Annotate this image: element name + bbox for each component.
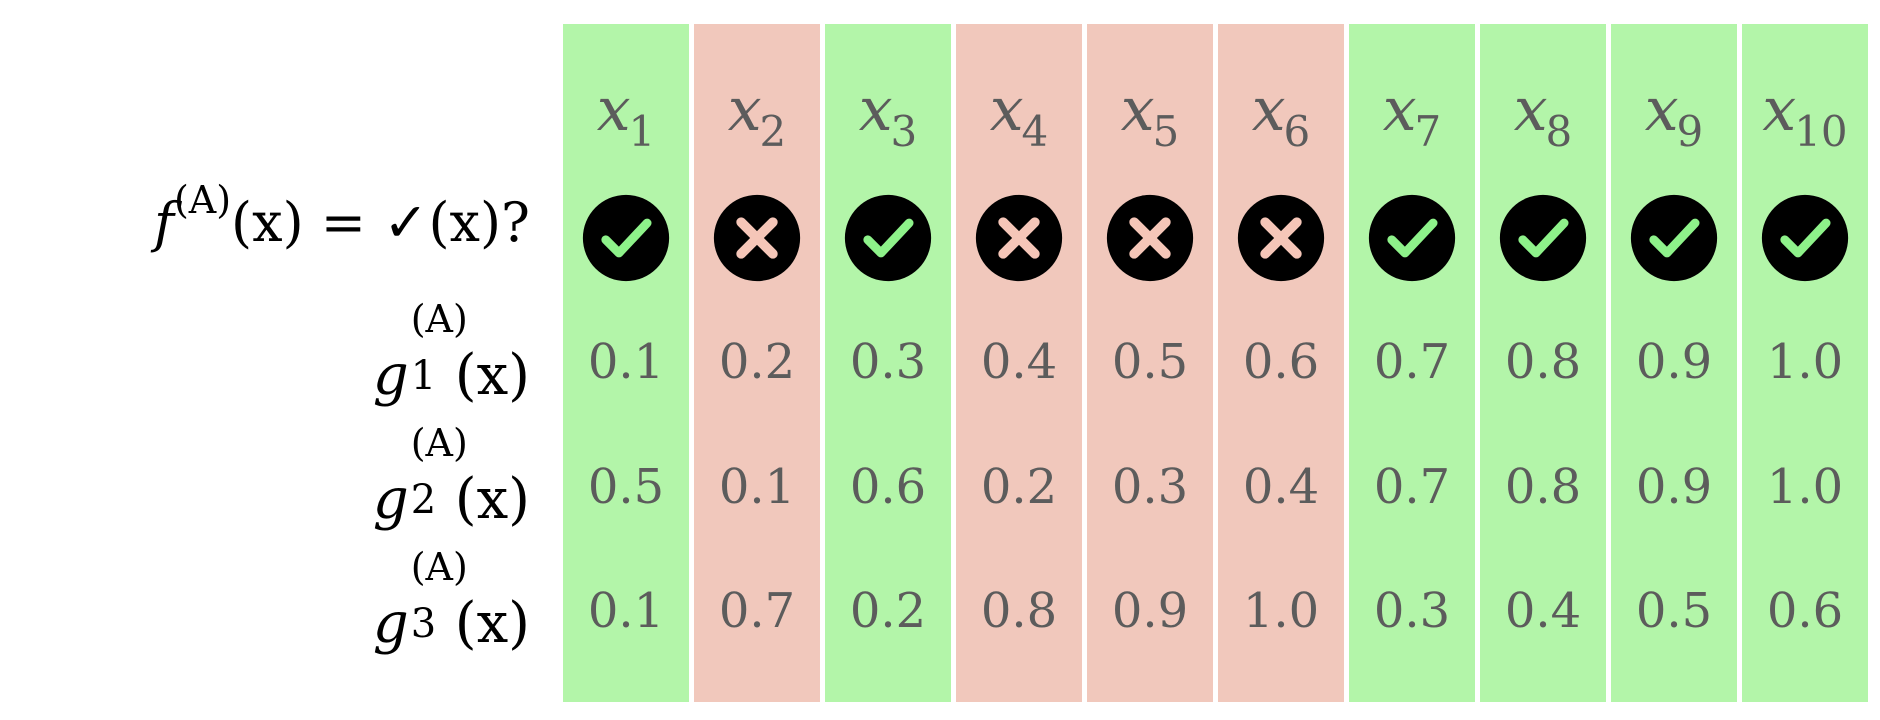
variable-name: x (1644, 75, 1679, 145)
column-header: x7 (1349, 80, 1475, 153)
g3-value: 0.8 (980, 583, 1058, 639)
g2-row-label: g (A) 2 (x) (372, 421, 530, 532)
g1-value: 0.3 (849, 334, 927, 390)
g3-value: 0.1 (587, 583, 665, 639)
g3-value: 0.6 (1766, 583, 1844, 639)
g2-value: 0.3 (1111, 459, 1189, 515)
g3-value: 1.0 (1242, 583, 1320, 639)
check-circle-icon (1761, 194, 1849, 282)
cross-circle-icon (975, 194, 1063, 282)
variable-index: 4 (1021, 107, 1049, 156)
g3-value: 0.9 (1111, 583, 1189, 639)
column-header: x3 (825, 80, 951, 153)
cross-circle-icon (713, 194, 801, 282)
g1-row-label: g (A) 1 (x) (372, 297, 530, 408)
g3-value: 0.7 (718, 583, 796, 639)
variable-index: 5 (1152, 107, 1180, 156)
variable-index: 7 (1414, 107, 1442, 156)
variable-index: 3 (890, 107, 918, 156)
g2-value: 0.5 (587, 459, 665, 515)
column-header: x9 (1611, 80, 1737, 153)
variable-name: x (1762, 75, 1797, 145)
column-x7: x7 0.7 0.7 0.3 (1349, 24, 1475, 702)
variable-name: x (727, 75, 762, 145)
g2-value: 0.9 (1635, 459, 1713, 515)
g3-value: 0.4 (1504, 583, 1582, 639)
variable-index: 8 (1545, 107, 1573, 156)
g2-value: 0.7 (1373, 459, 1451, 515)
g2-value: 0.2 (980, 459, 1058, 515)
variable-index: 10 (1794, 107, 1848, 156)
check-circle-icon (1499, 194, 1587, 282)
variable-index: 1 (628, 107, 656, 156)
variable-name: x (1382, 75, 1417, 145)
g3-value: 0.2 (849, 583, 927, 639)
check-circle-icon (582, 194, 670, 282)
g1-value: 0.9 (1635, 334, 1713, 390)
column-header: x5 (1087, 80, 1213, 153)
column-header: x6 (1218, 80, 1344, 153)
g1-value: 0.5 (1111, 334, 1189, 390)
variable-name: x (989, 75, 1024, 145)
check-circle-icon (1368, 194, 1456, 282)
variable-name: x (1251, 75, 1286, 145)
check-circle-icon (1630, 194, 1718, 282)
g1-value: 0.2 (718, 334, 796, 390)
column-x6: x6 0.6 0.4 1.0 (1218, 24, 1344, 702)
variable-name: x (858, 75, 893, 145)
column-x1: x1 0.1 0.5 0.1 (563, 24, 689, 702)
variable-index: 9 (1676, 107, 1704, 156)
g2-value: 1.0 (1766, 459, 1844, 515)
g1-value: 0.1 (587, 334, 665, 390)
cross-circle-icon (1237, 194, 1325, 282)
variable-name: x (1513, 75, 1548, 145)
column-x5: x5 0.5 0.3 0.9 (1087, 24, 1213, 702)
check-circle-icon (844, 194, 932, 282)
column-header: x4 (956, 80, 1082, 153)
column-header: x8 (1480, 80, 1606, 153)
g3-value: 0.5 (1635, 583, 1713, 639)
column-x8: x8 0.8 0.8 0.4 (1480, 24, 1606, 702)
f-row-label: f(A)(x) = ✓(x)? (153, 178, 530, 254)
g3-value: 0.3 (1373, 583, 1451, 639)
g1-value: 0.6 (1242, 334, 1320, 390)
g2-value: 0.6 (849, 459, 927, 515)
g1-value: 0.8 (1504, 334, 1582, 390)
g2-value: 0.8 (1504, 459, 1582, 515)
g1-value: 1.0 (1766, 334, 1844, 390)
g2-value: 0.4 (1242, 459, 1320, 515)
variable-name: x (596, 75, 631, 145)
variable-index: 2 (759, 107, 787, 156)
variable-index: 6 (1283, 107, 1311, 156)
column-header: x2 (694, 80, 820, 153)
column-x2: x2 0.2 0.1 0.7 (694, 24, 820, 702)
g3-row-label: g (A) 3 (x) (372, 545, 530, 656)
cross-circle-icon (1106, 194, 1194, 282)
variable-name: x (1120, 75, 1155, 145)
g1-value: 0.7 (1373, 334, 1451, 390)
g2-value: 0.1 (718, 459, 796, 515)
column-header: x1 (563, 80, 689, 153)
column-x10: x10 1.0 1.0 0.6 (1742, 24, 1868, 702)
g1-value: 0.4 (980, 334, 1058, 390)
column-x3: x3 0.3 0.6 0.2 (825, 24, 951, 702)
column-x9: x9 0.9 0.9 0.5 (1611, 24, 1737, 702)
column-header: x10 (1742, 80, 1868, 153)
column-x4: x4 0.4 0.2 0.8 (956, 24, 1082, 702)
